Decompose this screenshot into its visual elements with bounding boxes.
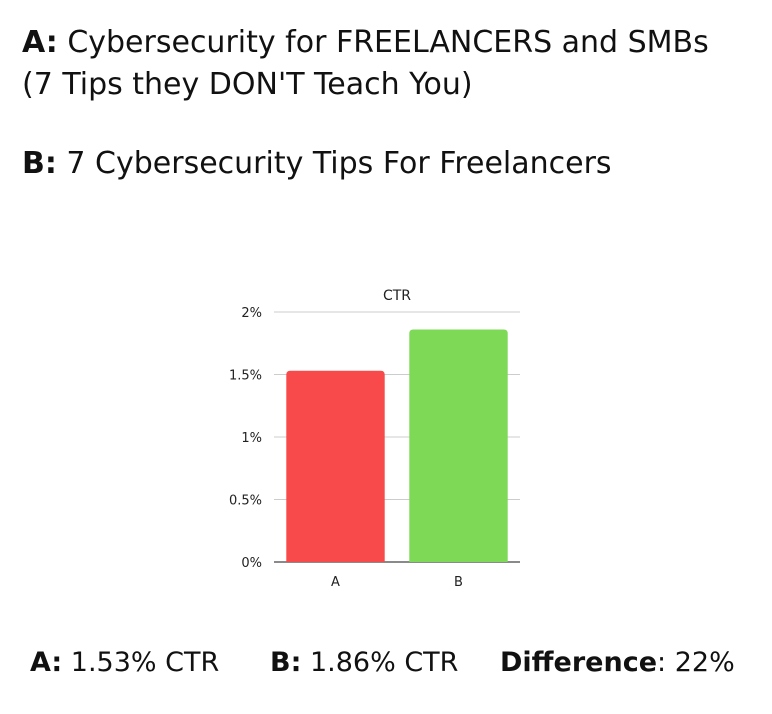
stat-a: A: 1.53% CTR: [30, 640, 219, 686]
stat-a-value: 1.53% CTR: [62, 647, 220, 678]
bar-b: [409, 329, 508, 562]
headline-b-text: 7 Cybersecurity Tips For Freelancers: [56, 146, 612, 181]
chart-title: CTR: [383, 288, 411, 304]
ctr-bar-chart: CTR 0% 0.5% 1% 1.5% 2% A B: [229, 288, 520, 590]
y-tick-label: 1.5%: [229, 369, 262, 384]
stat-b-label: B:: [270, 647, 302, 678]
stat-difference-value: : 22%: [657, 647, 735, 678]
stat-b-value: 1.86% CTR: [301, 647, 459, 678]
y-tick-label: 2%: [241, 306, 262, 321]
stat-b: B: 1.86% CTR: [270, 640, 458, 686]
headline-a-prefix: A:: [22, 25, 58, 60]
x-tick-label: A: [331, 575, 340, 590]
bar-a: [286, 370, 385, 562]
headline-a: A: Cybersecurity for FREELANCERS and SMB…: [22, 22, 762, 106]
headline-a-line2: (7 Tips they DON'T Teach You): [22, 67, 473, 102]
headline-b: B: 7 Cybersecurity Tips For Freelancers: [22, 143, 762, 185]
x-tick-label: B: [454, 575, 463, 590]
headline-b-prefix: B:: [22, 146, 57, 181]
y-tick-label: 1%: [241, 431, 262, 446]
stat-difference-label: Difference: [500, 647, 658, 678]
stats-row: A: 1.53% CTR B: 1.86% CTR Difference: 22…: [0, 640, 772, 686]
headline-a-line1: Cybersecurity for FREELANCERS and SMBs: [57, 25, 709, 60]
stat-difference: Difference: 22%: [500, 640, 735, 686]
y-tick-label: 0.5%: [229, 494, 262, 509]
stat-a-label: A:: [30, 647, 63, 678]
y-tick-label: 0%: [241, 556, 262, 571]
